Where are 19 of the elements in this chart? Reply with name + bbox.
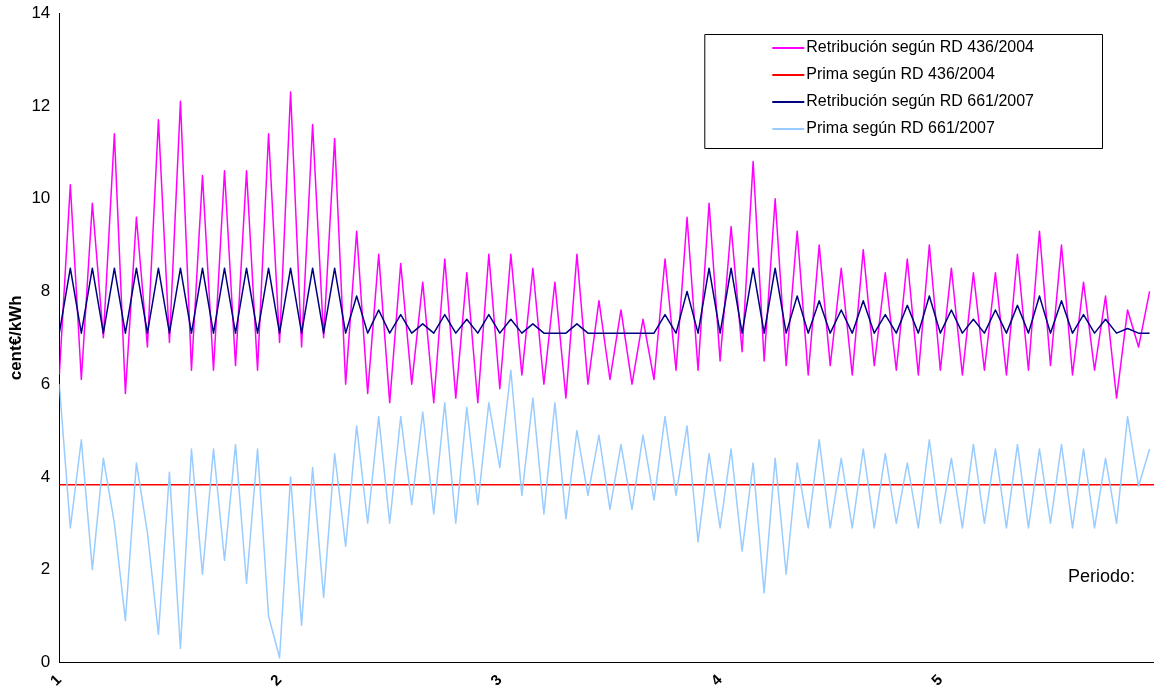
x-tick-label: 4 bbox=[707, 670, 726, 689]
annotation: Periodo: bbox=[1068, 566, 1136, 586]
y-tick-label: 8 bbox=[40, 281, 51, 301]
legend-label: Retribución según RD 661/2007 bbox=[806, 92, 1035, 110]
x-tick-label: 5 bbox=[927, 670, 946, 689]
x-tick-label: 2 bbox=[266, 670, 285, 689]
y-tick-label: 4 bbox=[40, 466, 51, 486]
y-tick-label: 6 bbox=[40, 373, 51, 393]
legend-label: Prima según RD 661/2007 bbox=[806, 119, 995, 137]
legend-label: Retribución según RD 436/2004 bbox=[806, 38, 1035, 56]
y-tick-label: 2 bbox=[40, 559, 51, 579]
y-axis-title: cent€/kWh bbox=[5, 295, 25, 381]
y-tick-label: 12 bbox=[31, 95, 51, 115]
y-tick-label: 0 bbox=[40, 652, 51, 672]
x-tick-label: 3 bbox=[486, 670, 505, 689]
x-tick-label: 1 bbox=[46, 670, 65, 689]
y-tick-label: 14 bbox=[31, 2, 51, 22]
y-tick-label: 10 bbox=[31, 188, 51, 208]
legend-label: Prima según RD 436/2004 bbox=[806, 65, 995, 83]
